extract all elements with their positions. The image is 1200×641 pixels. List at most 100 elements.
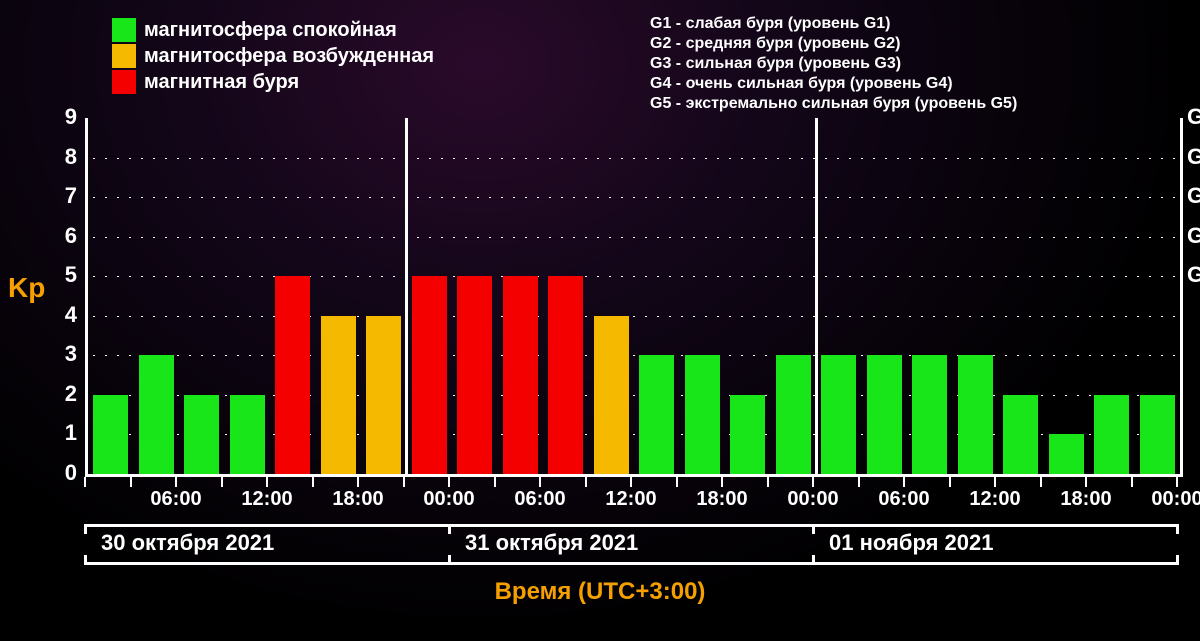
day-bracket-notch — [812, 555, 815, 565]
day-separator — [405, 118, 408, 474]
legend-swatch-excited — [112, 44, 136, 68]
x-tickmark — [812, 477, 814, 487]
x-tickmark — [266, 477, 268, 487]
bar — [139, 355, 174, 474]
bar — [639, 355, 674, 474]
legend-g-scale: G1 - слабая буря (уровень G1) G2 - средн… — [650, 14, 1017, 114]
bar — [594, 316, 629, 474]
x-tickmark — [357, 477, 359, 487]
legend-label: магнитосфера возбужденная — [144, 45, 434, 68]
day-bracket-line — [449, 524, 813, 527]
legend-swatch-storm — [112, 70, 136, 94]
g-scale-line: G3 - сильная буря (уровень G3) — [650, 54, 1017, 74]
y-tick: 0 — [47, 460, 77, 486]
g-tick: G1 — [1187, 262, 1200, 288]
bar — [776, 355, 811, 474]
x-tickmark — [1131, 477, 1133, 487]
x-tickmark — [676, 477, 678, 487]
x-tick: 00:00 — [787, 488, 838, 511]
x-tickmark — [539, 477, 541, 487]
x-tick: 06:00 — [150, 488, 201, 511]
legend-item: магнитосфера спокойная — [112, 18, 434, 42]
day-bracket-notch — [84, 524, 87, 534]
x-tickmark — [767, 477, 769, 487]
day-bracket-line — [85, 524, 449, 527]
bar — [1003, 395, 1038, 474]
day-bracket-notch — [1176, 555, 1179, 565]
x-tickmark — [630, 477, 632, 487]
bar — [821, 355, 856, 474]
bar — [230, 395, 265, 474]
bar — [275, 276, 310, 474]
g-scale-line: G2 - средняя буря (уровень G2) — [650, 34, 1017, 54]
bar — [321, 316, 356, 474]
legend-label: магнитосфера спокойная — [144, 19, 397, 42]
gridline — [88, 237, 1180, 238]
day-bracket-line — [449, 562, 813, 565]
g-tick: G4 — [1187, 144, 1200, 170]
y-tick: 7 — [47, 183, 77, 209]
x-tickmark — [1176, 477, 1178, 487]
bar — [184, 395, 219, 474]
legend-colors: магнитосфера спокойная магнитосфера возб… — [112, 18, 434, 96]
g-scale-line: G1 - слабая буря (уровень G1) — [650, 14, 1017, 34]
legend-swatch-calm — [112, 18, 136, 42]
x-tickmark — [1040, 477, 1042, 487]
g-tick: G3 — [1187, 183, 1200, 209]
y-tick: 2 — [47, 381, 77, 407]
g-scale-line: G5 - экстремально сильная буря (уровень … — [650, 94, 1017, 114]
bar — [1094, 395, 1129, 474]
x-tickmark — [403, 477, 405, 487]
day-bracket-line — [813, 562, 1177, 565]
x-tick: 00:00 — [423, 488, 474, 511]
x-tickmark — [858, 477, 860, 487]
y-axis-label: Kp — [8, 272, 45, 304]
x-tick: 12:00 — [605, 488, 656, 511]
gridline — [88, 158, 1180, 159]
gridline — [88, 197, 1180, 198]
day-label: 01 ноября 2021 — [829, 530, 993, 556]
bar — [503, 276, 538, 474]
bar — [730, 395, 765, 474]
x-tick: 12:00 — [969, 488, 1020, 511]
y-tick: 4 — [47, 302, 77, 328]
x-tickmark — [84, 477, 86, 487]
bar — [1049, 434, 1084, 474]
x-tickmark — [312, 477, 314, 487]
g-tick: G2 — [1187, 223, 1200, 249]
day-bracket-line — [813, 524, 1177, 527]
day-label: 31 октября 2021 — [465, 530, 638, 556]
x-tickmark — [949, 477, 951, 487]
bar — [685, 355, 720, 474]
gridline — [88, 276, 1180, 277]
x-tickmark — [130, 477, 132, 487]
y-tick: 6 — [47, 223, 77, 249]
x-tickmark — [175, 477, 177, 487]
x-tickmark — [494, 477, 496, 487]
legend-label: магнитная буря — [144, 71, 299, 94]
bar — [93, 395, 128, 474]
gridline — [88, 316, 1180, 317]
day-bracket-notch — [1176, 524, 1179, 534]
x-tick: 18:00 — [332, 488, 383, 511]
g-tick: G5 — [1187, 104, 1200, 130]
legend-item: магнитосфера возбужденная — [112, 44, 434, 68]
x-tickmark — [994, 477, 996, 487]
bar — [867, 355, 902, 474]
x-tick: 06:00 — [878, 488, 929, 511]
y-tick: 1 — [47, 420, 77, 446]
x-tickmark — [903, 477, 905, 487]
x-tick: 06:00 — [514, 488, 565, 511]
x-tickmark — [721, 477, 723, 487]
day-bracket-notch — [812, 524, 815, 534]
y-tick: 5 — [47, 262, 77, 288]
bar — [366, 316, 401, 474]
bar — [548, 276, 583, 474]
x-tickmark — [221, 477, 223, 487]
day-bracket-notch — [448, 555, 451, 565]
gridline — [88, 355, 1180, 356]
x-tick: 18:00 — [696, 488, 747, 511]
y-tick: 3 — [47, 341, 77, 367]
y-tick: 8 — [47, 144, 77, 170]
legend-item: магнитная буря — [112, 70, 434, 94]
